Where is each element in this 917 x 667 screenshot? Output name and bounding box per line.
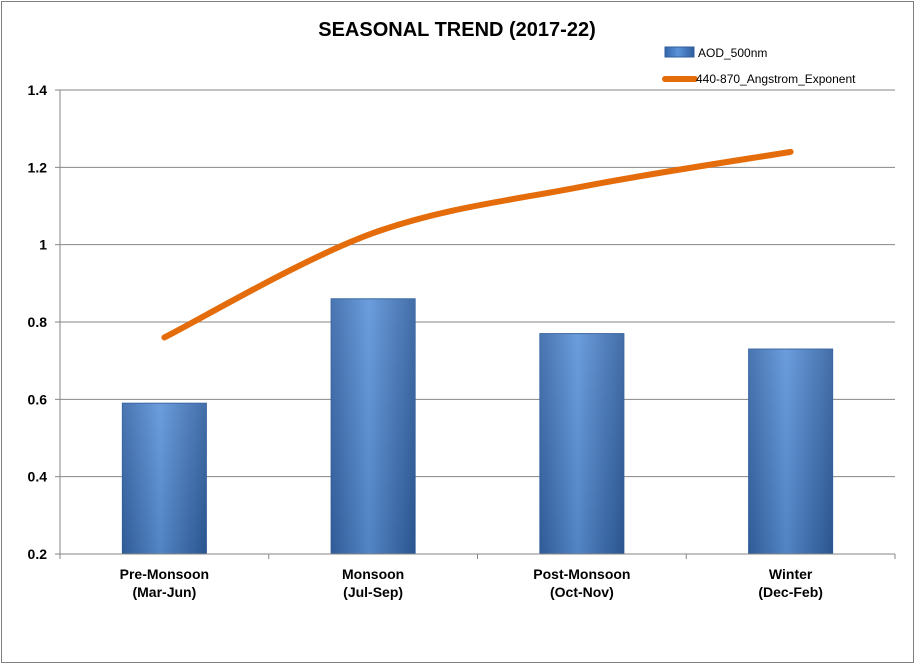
bar: [748, 348, 834, 555]
legend-swatch-aod: [664, 46, 695, 58]
line-series: [161, 148, 794, 341]
y-tick-label: 1.2: [28, 159, 48, 175]
legend-label-angstrom: 440-870_Angstrom_Exponent: [696, 72, 856, 86]
bar-series: [121, 298, 834, 555]
bar: [121, 402, 207, 555]
axes: [59, 90, 896, 559]
legend: AOD_500nm 440-870_Angstrom_Exponent: [662, 46, 856, 86]
y-tick-label: 0.2: [28, 546, 48, 562]
x-tick-label: (Jul-Sep): [343, 584, 403, 600]
bar-shade: [122, 403, 207, 554]
bar-shade: [539, 333, 624, 554]
x-tick-label: Pre-Monsoon: [120, 566, 209, 582]
y-tick-label: 1.4: [28, 82, 48, 98]
y-tick-label: 0.4: [28, 469, 48, 485]
x-tick-label: (Oct-Nov): [550, 584, 614, 600]
legend-label-aod: AOD_500nm: [698, 46, 767, 60]
x-tick-label: (Dec-Feb): [758, 584, 823, 600]
x-tick-label: Post-Monsoon: [533, 566, 630, 582]
x-tick-label: Monsoon: [342, 566, 404, 582]
y-tick-label: 1: [39, 237, 47, 253]
x-axis-labels: Pre-Monsoon (Mar-Jun) Monsoon (Jul-Sep) Post…: [120, 566, 823, 600]
bar-shade: [331, 298, 416, 554]
angstrom-line: [161, 148, 794, 341]
bar: [330, 298, 416, 555]
x-tick-label: (Mar-Jun): [132, 584, 196, 600]
bar-shade: [748, 349, 833, 554]
y-tick-label: 0.6: [28, 391, 48, 407]
chart-title: SEASONAL TREND (2017-22): [318, 19, 595, 41]
x-tick-label: Winter: [769, 566, 813, 582]
y-tick-label: 0.8: [28, 314, 48, 330]
y-axis-ticks: 0.2 0.4 0.6 0.8 1 1.2 1.4: [28, 82, 60, 562]
bar: [539, 333, 625, 555]
